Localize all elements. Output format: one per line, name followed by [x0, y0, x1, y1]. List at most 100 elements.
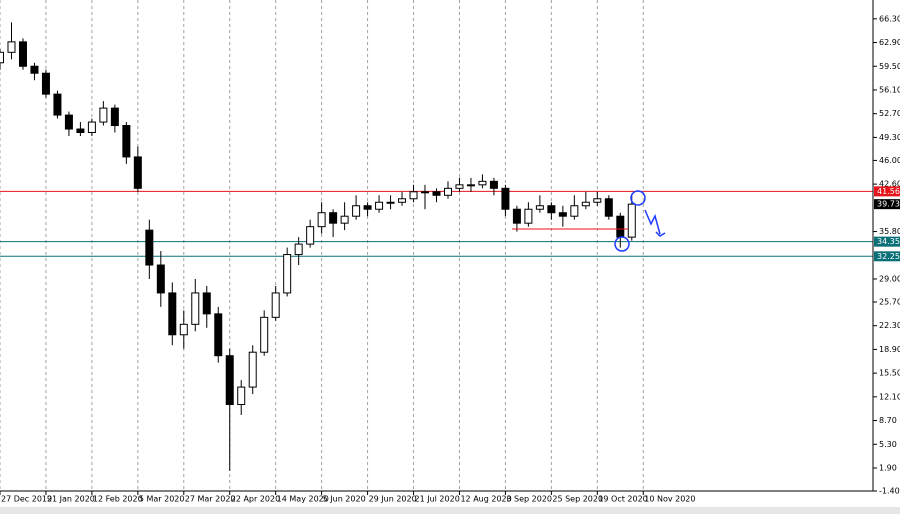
y-tick-label: 8.70: [879, 416, 897, 425]
x-tick-label: 22 Apr 2020: [231, 495, 280, 504]
candle-body: [363, 205, 372, 210]
candle-body: [214, 313, 223, 357]
candle-body: [558, 212, 567, 217]
x-tick-label: 12 Feb 2020: [93, 495, 143, 504]
candle-body: [145, 229, 154, 266]
level-label-bg: [874, 251, 900, 262]
y-tick-label: 66.30: [879, 14, 900, 23]
candle-body: [340, 215, 349, 224]
price-label: 39.73: [877, 200, 900, 209]
x-tick-label: 21 Jul 2020: [415, 495, 460, 504]
y-tick-label: 49.30: [879, 133, 900, 142]
y-tick-label: 59.50: [879, 62, 900, 71]
y-tick-label: 29.00: [879, 274, 900, 283]
candle-body: [0, 51, 4, 64]
x-tick-label: 29 Jun 2020: [369, 495, 417, 504]
annotation-circle: [630, 190, 646, 206]
candle-body: [581, 201, 590, 207]
candle-body: [133, 156, 142, 189]
x-tick-label: 27 Dec 2019: [1, 495, 52, 504]
candle-body: [110, 107, 119, 127]
x-tick-label: 3 Sep 2020: [506, 495, 552, 504]
candle-body: [409, 191, 418, 200]
y-tick-label: -1.40: [879, 487, 900, 496]
x-tick-label: 5 Jun 2020: [323, 495, 366, 504]
y-tick-label: 35.80: [879, 227, 900, 236]
candle-body: [271, 292, 280, 318]
candle-body: [317, 212, 326, 228]
candle-body: [616, 215, 625, 238]
candle-body: [524, 208, 533, 224]
level-label: 34.35: [877, 237, 900, 246]
candle-body: [294, 243, 303, 256]
candle-body: [225, 355, 234, 406]
candle-body: [443, 187, 452, 196]
x-tick-label: 21 Jan 2020: [47, 495, 95, 504]
annotation-circle: [614, 236, 630, 252]
candle-body: [30, 65, 39, 74]
candle-body: [501, 187, 510, 210]
candle-body: [593, 198, 602, 203]
candle-body: [535, 205, 544, 210]
candle-body: [179, 323, 188, 336]
candle-body: [248, 351, 257, 388]
candle-body: [87, 121, 96, 134]
level-label: 32.25: [877, 252, 900, 261]
y-tick-label: 42.60: [879, 180, 900, 189]
candle-body: [41, 72, 50, 95]
tab-bar: [0, 507, 900, 514]
x-tick-label: 10 Nov 2020: [644, 495, 695, 504]
candle-body: [386, 201, 395, 204]
x-tick-label: 12 Aug 2020: [460, 495, 511, 504]
candle-body: [627, 203, 636, 238]
y-tick-label: 25.70: [879, 297, 900, 306]
candle-body: [202, 292, 211, 315]
y-tick-label: 52.70: [879, 109, 900, 118]
candle-body: [329, 212, 338, 224]
candle-body: [466, 184, 475, 187]
candle-body: [122, 125, 131, 158]
y-tick-label: 5.30: [879, 440, 897, 449]
y-tick-label: 62.90: [879, 38, 900, 47]
x-tick-label: 14 May 2020: [277, 495, 329, 504]
candle-body: [604, 198, 613, 217]
candle-body: [570, 205, 579, 217]
y-tick-label: 15.50: [879, 369, 900, 378]
candle-body: [375, 201, 384, 210]
candle-body: [156, 264, 165, 294]
candle-body: [7, 41, 16, 53]
candle-body: [421, 191, 430, 194]
candle-body: [99, 107, 108, 123]
x-tick-label: 27 Mar 2020: [185, 495, 236, 504]
candle-body: [398, 198, 407, 203]
plot: [0, 22, 873, 471]
x-tick-label: 19 Oct 2020: [598, 495, 647, 504]
level-label-bg: [874, 236, 900, 247]
candle-body: [306, 226, 315, 245]
candle-body: [352, 205, 361, 217]
candle-body: [18, 41, 27, 67]
candle-body: [260, 316, 269, 353]
candle-body: [512, 208, 521, 224]
y-tick-label: 56.10: [879, 85, 900, 94]
candle-body: [76, 128, 85, 134]
candle-body: [455, 184, 464, 189]
y-tick-label: 1.90: [879, 463, 897, 472]
y-tick-label: 12.10: [879, 392, 900, 401]
candle-body: [432, 191, 441, 196]
candle-body: [168, 292, 177, 336]
y-tick-label: 18.90: [879, 345, 900, 354]
y-tick-label: 46.00: [879, 156, 900, 165]
x-tick-label: 25 Sep 2020: [552, 495, 603, 504]
grid: [0, 0, 644, 491]
annotation-arrow: [644, 209, 666, 237]
candle-body: [64, 114, 73, 130]
candle-body: [489, 180, 498, 189]
level-label: 41.56: [877, 187, 900, 196]
candle-body: [191, 292, 200, 325]
candle-body: [53, 93, 62, 116]
price-label-bg: [874, 199, 900, 210]
candle-body: [283, 254, 292, 294]
